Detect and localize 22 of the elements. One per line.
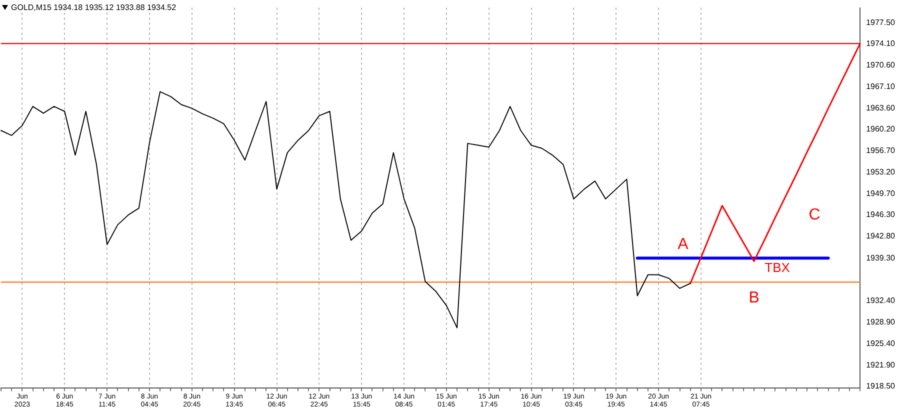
y-tick-label: 1974.10	[866, 38, 896, 48]
y-tick-label: 1946.30	[866, 210, 896, 220]
y-tick-label: 1928.90	[866, 317, 896, 326]
y-tick-label: 1932.40	[866, 296, 896, 305]
y-tick-label: 1977.50	[866, 18, 896, 27]
annotation: B	[748, 290, 760, 307]
y-tick-label: 1956.70	[866, 146, 896, 156]
y-tick-label: 1939.30	[866, 253, 896, 262]
y-tick-label: 1960.20	[866, 124, 896, 134]
annotation: C	[808, 206, 820, 224]
y-tick-label: 1921.90	[866, 360, 896, 370]
y-tick-label: 1918.50	[866, 382, 896, 391]
y-tick-label: 1925.40	[866, 339, 896, 348]
series-label: TBX	[764, 260, 790, 276]
y-tick-label: 1970.60	[866, 60, 896, 70]
y-tick-label: 1949.70	[866, 189, 896, 198]
y-tick-label: 1963.60	[866, 104, 896, 112]
chart-title: GOLD,M15 1934.18 1935.12 1933.88 1934.52	[11, 3, 176, 12]
annotation: A	[678, 236, 689, 253]
y-tick-label: 1967.10	[866, 82, 896, 91]
y-tick-label: 1953.20	[866, 168, 896, 177]
y-tick-label: 1942.80	[866, 232, 896, 241]
